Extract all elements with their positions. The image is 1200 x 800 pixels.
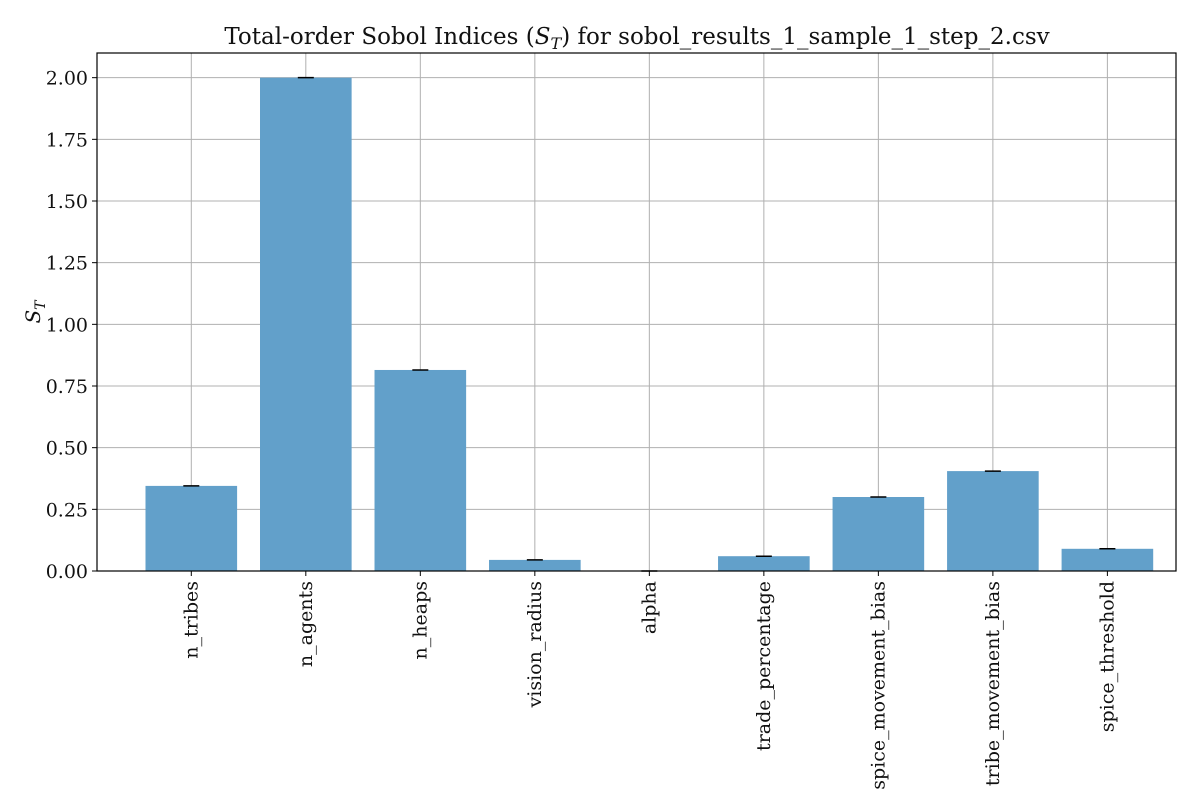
x-tick-label-n-heaps: n_heaps [409,581,431,659]
y-tick-label: 2.00 [46,68,88,90]
x-tick-label-spice-movement-bias: spice_movement_bias [867,581,889,790]
y-axis-label: ST [21,299,49,324]
x-tick-label-vision-radius: vision_radius [524,581,546,708]
y-tick-label: 1.00 [46,314,88,336]
y-tick-label: 1.50 [46,191,88,213]
x-tick-label-spice-threshold: spice_threshold [1096,581,1118,732]
x-tick-label-n-tribes: n_tribes [180,581,202,659]
y-tick-label: 1.25 [46,253,88,275]
bar-vision-radius [489,559,581,571]
x-tick-label-tribe-movement-bias: tribe_movement_bias [982,581,1004,786]
bar-spice-movement-bias [832,497,925,571]
y-tick-label: 0.50 [46,438,88,460]
y-tick-label: 0.75 [46,376,88,398]
bar-trade-percentage [718,556,810,571]
x-tick-label-n-agents: n_agents [295,581,317,667]
bars [145,77,1154,572]
bar-n-agents [260,77,352,572]
bar-spice-threshold [1061,548,1154,571]
x-tick-label-alpha: alpha [638,581,660,634]
y-tick-label: 0.25 [46,499,88,521]
bar-tribe-movement-bias [947,471,1039,571]
bar-n-heaps [374,369,467,571]
x-axis-ticks: n_tribes n_agents n_heaps vision_radius alph… [180,571,1118,790]
y-axis-ticks: 0.00 0.25 0.50 0.75 1.00 1.25 1.50 1.75 2.00 [46,68,97,583]
y-tick-label: 0.00 [46,561,88,583]
error-bars [183,76,1116,572]
bar-n-tribes [145,485,238,571]
y-tick-label: 1.75 [46,129,88,151]
plot-frame [96,52,1177,572]
x-tick-label-trade-percentage: trade_percentage [753,581,775,751]
chart-title: Total-order Sobol Indices (ST) for sobol… [224,24,1049,53]
